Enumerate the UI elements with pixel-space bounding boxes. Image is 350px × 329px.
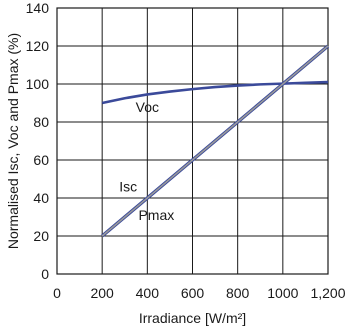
plot-frame: [56, 7, 329, 275]
y-tick-label: 80: [33, 114, 49, 130]
y-axis-ticks: 0 20 40 60 80 100 120 140: [26, 0, 50, 282]
y-tick-label: 20: [33, 228, 49, 244]
x-tick-label: 800: [226, 285, 250, 301]
series-line-pmax: [101, 45, 329, 237]
x-tick-label: 200: [90, 285, 114, 301]
y-tick-label: 0: [41, 266, 49, 282]
y-tick-label: 100: [26, 76, 50, 92]
series-layer: [101, 44, 330, 238]
x-axis-label: Irradiance [W/m²]: [139, 310, 246, 326]
annotation-pmax: Pmax: [138, 207, 174, 223]
y-tick-label: 40: [33, 190, 49, 206]
annotation-isc: Isc: [119, 179, 137, 195]
grid: [57, 8, 328, 274]
y-tick-label: 60: [33, 152, 49, 168]
y-axis-label: Normalised Isc, Voc and Pmax (%): [5, 33, 21, 249]
x-tick-label: 1,200: [310, 285, 345, 301]
x-tick-label: 400: [136, 285, 160, 301]
y-tick-label: 120: [26, 38, 50, 54]
series-line-voc: [101, 80, 329, 105]
x-tick-label: 0: [53, 285, 61, 301]
annotation-voc: Voc: [136, 99, 159, 115]
x-axis-ticks: 0 200 400 600 800 1000 1,200: [53, 285, 346, 301]
x-tick-label: 1000: [267, 285, 298, 301]
y-tick-label: 140: [26, 0, 50, 16]
x-tick-label: 600: [181, 285, 205, 301]
